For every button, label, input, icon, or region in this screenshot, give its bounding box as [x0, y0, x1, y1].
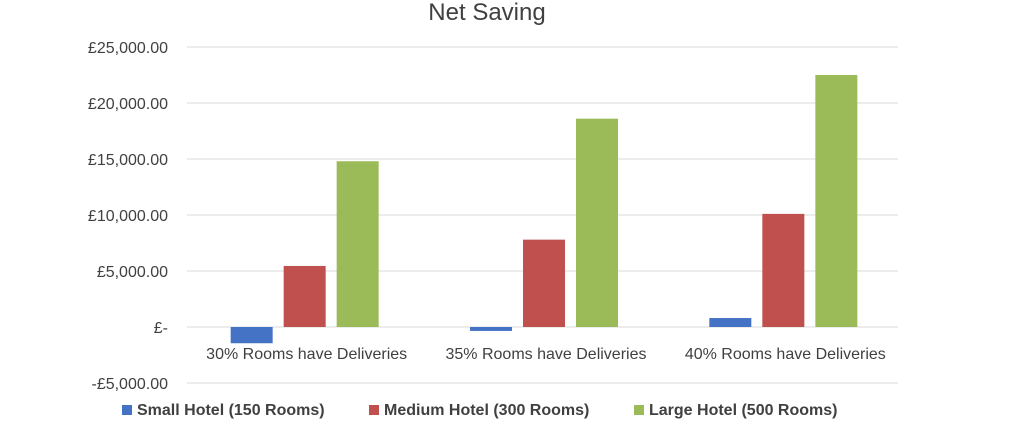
bar-small-hotel — [470, 327, 512, 331]
y-tick-label: £10,000.00 — [88, 208, 168, 225]
legend-label: Medium Hotel (300 Rooms) — [384, 402, 589, 419]
legend-label: Large Hotel (500 Rooms) — [649, 402, 837, 419]
bar-medium-hotel — [523, 239, 565, 327]
bar-small-hotel — [709, 318, 752, 327]
y-axis-tick-labels: £25,000.00 £20,000.00 £15,000.00 £10,000.00… — [88, 40, 168, 393]
y-tick-label: £15,000.00 — [88, 152, 168, 169]
bar-medium-hotel — [283, 265, 326, 327]
legend-swatch — [369, 405, 379, 415]
bar-small-hotel — [230, 327, 273, 344]
bar-large-hotel — [336, 161, 379, 327]
y-tick-label: £- — [154, 320, 168, 337]
bar-large-hotel — [576, 118, 618, 328]
x-category-label: 30% Rooms have Deliveries — [206, 346, 407, 363]
x-category-label: 35% Rooms have Deliveries — [446, 346, 647, 363]
y-tick-label: £5,000.00 — [97, 264, 168, 281]
bar-medium-hotel — [762, 213, 805, 327]
x-axis-category-labels: 30% Rooms have Deliveries 35% Rooms have … — [206, 346, 886, 363]
legend-swatch — [634, 405, 644, 415]
chart-title: Net Saving — [428, 0, 545, 26]
y-tick-label: -£5,000.00 — [91, 376, 168, 393]
y-tick-label: £25,000.00 — [88, 40, 168, 57]
legend: Small Hotel (150 Rooms) Medium Hotel (300… — [122, 402, 837, 419]
y-tick-label: £20,000.00 — [88, 96, 168, 113]
legend-label: Small Hotel (150 Rooms) — [137, 402, 325, 419]
legend-swatch — [122, 405, 132, 415]
bars — [230, 75, 858, 344]
x-category-label: 40% Rooms have Deliveries — [685, 346, 886, 363]
bar-large-hotel — [815, 75, 858, 327]
